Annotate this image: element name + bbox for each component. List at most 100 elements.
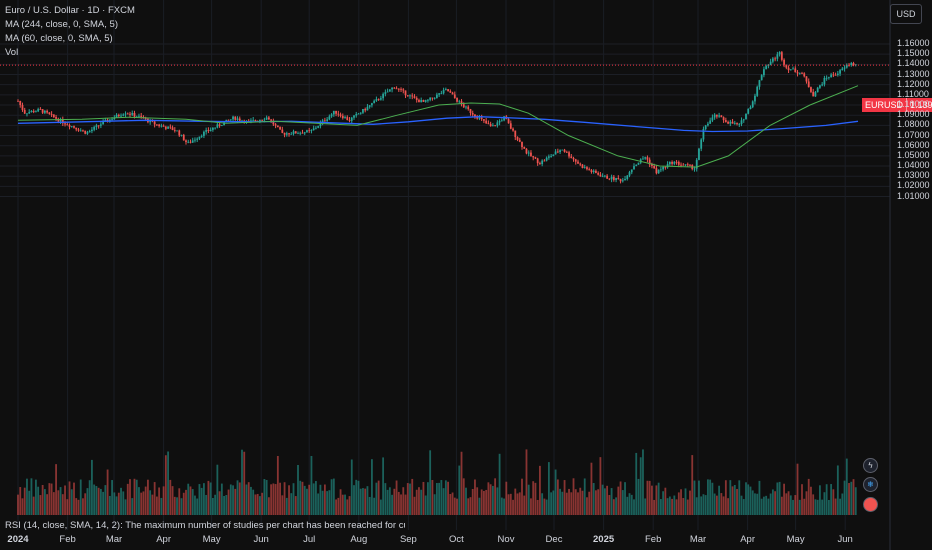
candle-body xyxy=(133,112,136,117)
volume-bar xyxy=(581,490,584,515)
volume-bar xyxy=(565,492,568,515)
candle-body xyxy=(718,115,721,117)
volume-bar xyxy=(433,494,436,515)
candle-body xyxy=(169,126,172,128)
candle-body xyxy=(28,112,31,114)
volume-bar xyxy=(306,488,308,515)
candle-body xyxy=(420,100,423,103)
volume-bar xyxy=(205,494,208,515)
volume-bar xyxy=(612,499,615,515)
candle-body xyxy=(655,168,658,174)
candle-body xyxy=(353,115,355,118)
volume-bar xyxy=(494,478,497,515)
candle-body xyxy=(220,125,223,127)
volume-bar xyxy=(59,487,62,515)
volume-bar xyxy=(534,482,537,515)
volume-bar xyxy=(223,495,225,515)
volume-bar xyxy=(209,482,212,515)
ma60-legend[interactable]: MA (60, close, 0, SMA, 5) xyxy=(5,33,113,44)
candle-body xyxy=(469,109,472,114)
volume-bar xyxy=(583,478,586,515)
candle-body xyxy=(628,172,631,176)
volume-bar xyxy=(458,465,461,515)
candle-body xyxy=(518,139,521,142)
volume-bar xyxy=(543,498,546,515)
symbol-title[interactable]: Euro / U.S. Dollar · 1D · FXCM xyxy=(5,5,135,16)
candle-body xyxy=(185,140,187,143)
volume-bar xyxy=(388,487,391,515)
candle-body xyxy=(530,152,532,157)
ma244-legend[interactable]: MA (244, close, 0, SMA, 5) xyxy=(5,19,118,30)
candle-body xyxy=(321,120,324,123)
volume-bar xyxy=(194,495,196,515)
candle-body xyxy=(312,128,315,131)
candle-body xyxy=(798,73,801,75)
volume-bar xyxy=(164,455,167,515)
candle-body xyxy=(366,106,369,111)
candle-body xyxy=(371,103,373,106)
candle-body xyxy=(93,126,96,130)
candle-body xyxy=(173,129,176,131)
currency-button[interactable]: USD xyxy=(890,4,922,24)
candle-body xyxy=(149,120,152,123)
volume-bar xyxy=(220,483,223,515)
candle-body xyxy=(532,156,535,158)
volume-bar xyxy=(588,491,591,515)
candle-body xyxy=(115,114,118,118)
volume-bar xyxy=(720,493,723,515)
lightning-icon[interactable]: ϟ xyxy=(863,458,878,473)
candle-body xyxy=(677,161,680,165)
candle-body xyxy=(335,110,337,114)
volume-bar xyxy=(852,479,855,515)
time-tick-label: May xyxy=(202,534,221,545)
volume-bar xyxy=(556,479,559,515)
volume-legend[interactable]: Vol xyxy=(5,47,19,58)
volume-bar xyxy=(126,483,129,515)
volume-bar xyxy=(749,486,752,515)
candle-body xyxy=(521,141,523,148)
candle-body xyxy=(400,88,402,90)
volume-bar xyxy=(487,482,490,515)
volume-bar xyxy=(234,488,237,515)
volume-bar xyxy=(615,497,617,515)
candle-body xyxy=(796,72,799,74)
volume-bar xyxy=(133,478,136,515)
volume-bar xyxy=(664,487,667,515)
volume-bar xyxy=(680,489,682,515)
snowflake-icon[interactable]: ❄ xyxy=(863,477,878,492)
candle-body xyxy=(180,134,183,136)
candle-body xyxy=(601,176,604,178)
candle-body xyxy=(339,114,342,116)
volume-bar xyxy=(763,496,765,515)
candle-body xyxy=(272,120,275,125)
candle-body xyxy=(588,169,591,171)
candle-body xyxy=(155,124,158,126)
candle-body xyxy=(368,105,371,107)
volume-bar xyxy=(635,452,638,515)
candle-body xyxy=(541,160,544,165)
volume-bar xyxy=(144,486,147,515)
candle-body xyxy=(684,164,687,166)
candle-body xyxy=(326,119,329,121)
candle-body xyxy=(812,91,815,97)
volume-bar xyxy=(276,455,279,515)
candle-body xyxy=(619,179,622,182)
candle-body xyxy=(332,110,335,115)
volume-bar xyxy=(675,499,678,515)
volume-bar xyxy=(691,455,694,515)
volume-bar xyxy=(586,497,588,515)
candle-body xyxy=(451,92,454,95)
candle-body xyxy=(462,104,465,108)
volume-bar xyxy=(64,485,66,515)
volume-bar xyxy=(169,479,172,515)
candle-body xyxy=(375,99,378,101)
candle-body xyxy=(707,123,709,126)
candle-body xyxy=(568,152,570,157)
candle-body xyxy=(39,109,42,110)
candle-body xyxy=(144,118,147,120)
volume-bar xyxy=(344,494,346,515)
us-flag-icon[interactable] xyxy=(863,497,878,512)
candle-body xyxy=(203,131,205,136)
volume-bar xyxy=(91,459,93,515)
